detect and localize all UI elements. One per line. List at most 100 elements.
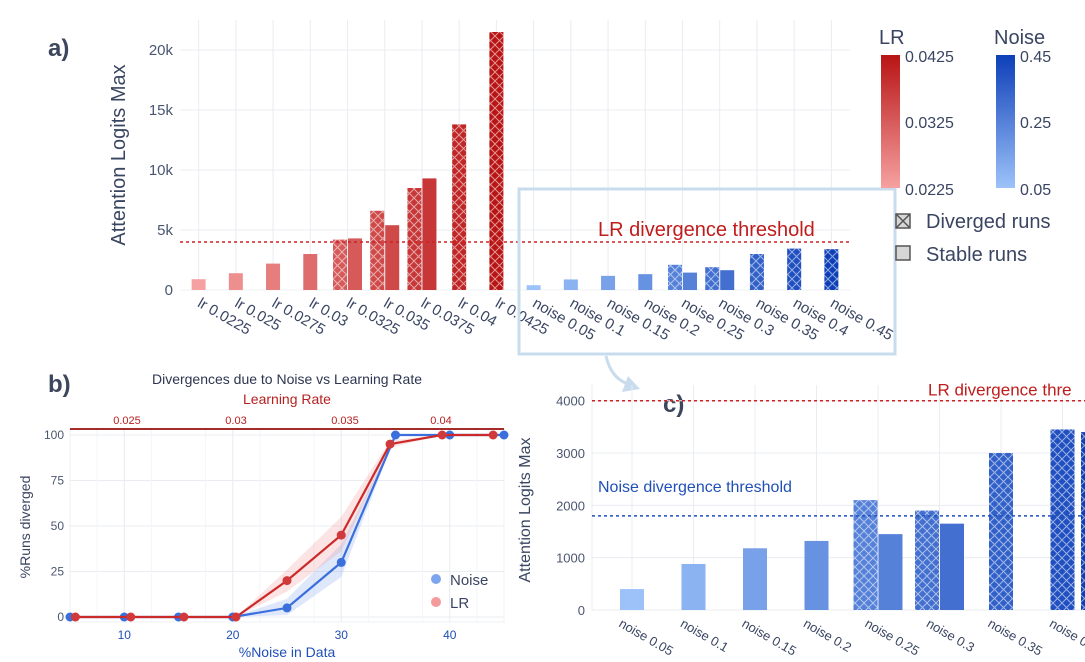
panel-c-category-label: noise 0.3 — [924, 616, 977, 655]
marker-lr — [282, 576, 292, 586]
noise-legend-marker — [431, 574, 441, 584]
bar-stable — [348, 238, 362, 290]
bar-stable — [303, 254, 318, 290]
panel-b-top-tick-label: 0.04 — [430, 415, 451, 427]
marker-noise — [282, 603, 292, 613]
noise-colorbar-title: Noise — [994, 27, 1045, 49]
panel-label-c: c) — [663, 391, 684, 418]
panel-c-lr-threshold-label: LR divergence thre — [928, 381, 1072, 400]
panel-c-category-label: noise 0.1 — [678, 616, 731, 655]
marker-lr — [126, 612, 136, 622]
bar-stable — [940, 523, 964, 610]
bar-diverged-hatch — [333, 239, 347, 290]
panel-c-chart: LR divergence thre Noise divergence thre… — [517, 381, 1085, 659]
panel-c-category-label: noise 0.2 — [801, 616, 854, 655]
marker-lr — [437, 430, 447, 440]
bar-stable — [422, 178, 437, 290]
stable-legend-label: Stable runs — [926, 244, 1027, 266]
panel-b-ytick-label: 75 — [51, 474, 65, 488]
bar-diverged-hatch — [787, 248, 802, 290]
bar-diverged-hatch — [452, 124, 467, 291]
panel-b-top-tick-label: 0.035 — [331, 415, 359, 427]
bar-stable — [266, 263, 281, 290]
panel-b-xlabel: %Noise in Data — [239, 644, 336, 660]
bar-diverged-hatch — [989, 453, 1013, 610]
bar-diverged-hatch — [370, 210, 385, 290]
panel-a-ytick-label: 20k — [149, 42, 174, 59]
panel-c-ytick-label: 2000 — [556, 498, 585, 513]
panel-b-chart: Divergences due to Noise vs Learning Rat… — [17, 371, 509, 660]
panel-a-ytick-label: 15k — [149, 102, 174, 119]
lr-colorbar-mid: 0.0325 — [905, 115, 954, 132]
lr-colorbar-min: 0.0225 — [905, 182, 954, 199]
lr-legend-marker — [431, 597, 441, 607]
lr-colorbar-max: 0.0425 — [905, 49, 954, 66]
panel-c-category-label: noise 0.15 — [740, 616, 799, 659]
bar-stable — [720, 270, 735, 290]
noise-colorbar-min: 0.05 — [1020, 182, 1051, 199]
noise-colorbar-gradient — [996, 55, 1015, 188]
noise-colorbar: Noise 0.45 0.25 0.05 — [994, 27, 1051, 199]
bar-stable — [620, 589, 644, 610]
bar-diverged-hatch — [489, 32, 504, 290]
panel-b-ylabel: %Runs diverged — [17, 476, 33, 579]
panel-c-ytick-label: 3000 — [556, 446, 585, 461]
bar-stable — [878, 534, 903, 610]
marker-lr — [385, 439, 395, 449]
panel-b-top-tick-label: 0.03 — [225, 415, 246, 427]
panel-label-b: b) — [48, 371, 71, 398]
bar-stable — [228, 273, 243, 290]
marker-noise — [499, 430, 509, 440]
marker-lr — [179, 612, 189, 622]
marker-noise — [336, 557, 346, 567]
bar-diverged-cut-hatch — [1081, 432, 1085, 610]
bar-diverged-hatch — [705, 267, 720, 290]
bar-stable — [385, 225, 400, 290]
panel-b-xtick-label: 20 — [226, 628, 240, 642]
panel-c-ytick-label: 0 — [578, 603, 585, 618]
noise-colorbar-mid: 0.25 — [1020, 115, 1051, 132]
panel-c-category-label: noise 0.35 — [986, 616, 1045, 659]
marker-lr — [231, 612, 241, 622]
bar-stable — [681, 563, 706, 610]
noise-colorbar-max: 0.45 — [1020, 49, 1051, 66]
panel-a-ytick-label: 10k — [149, 162, 174, 179]
marker-lr — [336, 530, 346, 540]
bar-stable — [526, 285, 541, 290]
zoom-arrow-head — [622, 376, 640, 392]
lr-threshold-label: LR divergence threshold — [598, 219, 815, 241]
bar-diverged-hatch — [749, 254, 764, 290]
bar-stable — [683, 272, 697, 290]
bar-diverged-hatch — [853, 500, 878, 610]
panel-b-top-tick-label: 0.025 — [113, 415, 141, 427]
marker-lr — [488, 430, 498, 440]
noise-legend-label: Noise — [450, 572, 488, 589]
bar-diverged-hatch — [1050, 429, 1075, 610]
panel-c-ylabel: Attention Logits Max — [517, 438, 534, 583]
bar-stable — [563, 279, 578, 290]
bar-stable — [804, 540, 829, 610]
bar-stable — [638, 274, 653, 290]
hatch-legend: Diverged runs Stable runs — [895, 211, 1051, 266]
stable-swatch — [895, 245, 911, 261]
panel-b-xtick-label: 10 — [118, 628, 132, 642]
panel-a-ytick-label: 0 — [165, 282, 173, 299]
panel-label-a: a) — [48, 35, 69, 62]
diverged-legend-label: Diverged runs — [926, 211, 1051, 233]
panel-c-noise-threshold-label: Noise divergence threshold — [598, 479, 792, 496]
panel-b-xtick-label: 30 — [335, 628, 349, 642]
panel-b-top-axis-label: Learning Rate — [243, 391, 331, 407]
bar-diverged-hatch — [668, 264, 682, 290]
zoom-box — [517, 187, 897, 356]
lr-legend-label: LR — [450, 595, 469, 612]
panel-b-ytick-label: 50 — [51, 519, 65, 533]
panel-c-ytick-label: 4000 — [556, 394, 585, 409]
panel-c-ytick-label: 1000 — [556, 551, 585, 566]
panel-c-category-label: noise 0.05 — [617, 616, 676, 659]
panel-b-legend: Noise LR — [431, 572, 488, 612]
panel-a-ytick-label: 5k — [157, 222, 173, 239]
lr-colorbar: LR 0.0425 0.0325 0.0225 — [879, 27, 954, 199]
bar-stable — [601, 275, 616, 290]
